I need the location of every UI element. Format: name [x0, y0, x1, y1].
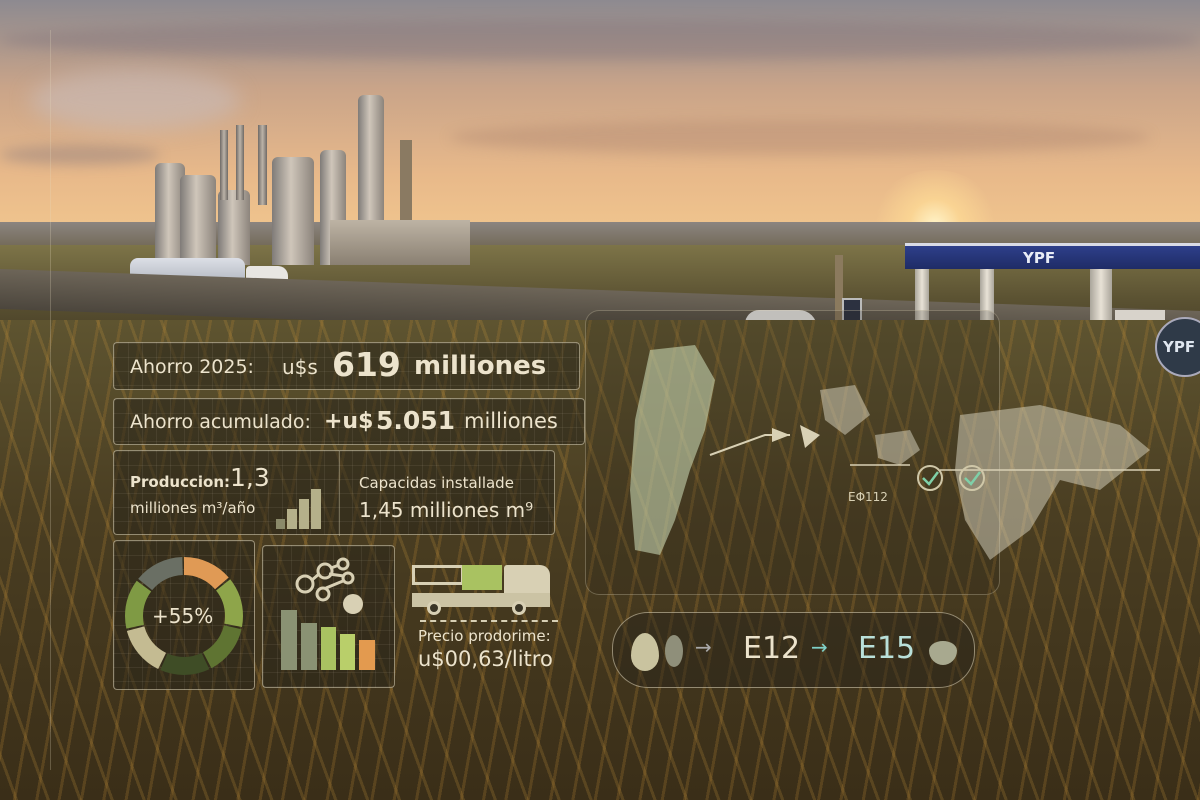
molecule-icon [295, 557, 363, 614]
blend-to: E15 [858, 631, 916, 666]
donut-segment [125, 557, 243, 675]
brand-sign: YPF [1155, 317, 1200, 377]
price-value: u$00,63/litro [418, 647, 553, 671]
arrow-icon: → [811, 635, 828, 659]
argentina-map [630, 345, 715, 555]
donut-segment [125, 557, 243, 675]
growth-percentage: +55% [152, 604, 214, 628]
check-icon [959, 465, 985, 491]
growth-donut-panel: +55% [113, 540, 255, 690]
price-label: Precio prodorime: [418, 627, 551, 645]
map-label: EΦ112 [848, 490, 888, 504]
eurasia-map [955, 405, 1150, 560]
ethanol-plant [150, 95, 485, 267]
check-icon [917, 465, 943, 491]
savings-accumulated-panel: Ahorro acumulado: +u$ 5.051 milliones [113, 398, 585, 445]
world-map [630, 345, 1160, 560]
growth-donut-chart [125, 557, 243, 675]
gas-station-canopy: YPF [905, 243, 1200, 269]
donut-segment [125, 557, 243, 675]
donut-segment [125, 557, 243, 675]
smoke-plume [30, 70, 240, 130]
declining-bar-chart [281, 608, 379, 670]
delivery-truck-icon [412, 565, 552, 617]
production-panel: Produccion: 1,3 milliones m³/año Capacid… [113, 450, 555, 536]
blend-transition-pill: → E12 → E15 [612, 612, 975, 688]
canopy-brand: YPF [1023, 249, 1056, 267]
leaf-heart-icon [929, 641, 957, 665]
corn-icon [665, 635, 683, 667]
europe-map [820, 385, 870, 435]
fuel-drop-icon [631, 633, 659, 671]
savings-2025-panel: Ahorro 2025: u$s 619 milliones [113, 342, 580, 390]
arrow-icon: → [695, 635, 712, 659]
production-bar-chart-icon [276, 487, 321, 529]
blend-from: E12 [743, 631, 801, 666]
molecule-chart-panel [262, 545, 395, 688]
africa-map [875, 430, 920, 465]
